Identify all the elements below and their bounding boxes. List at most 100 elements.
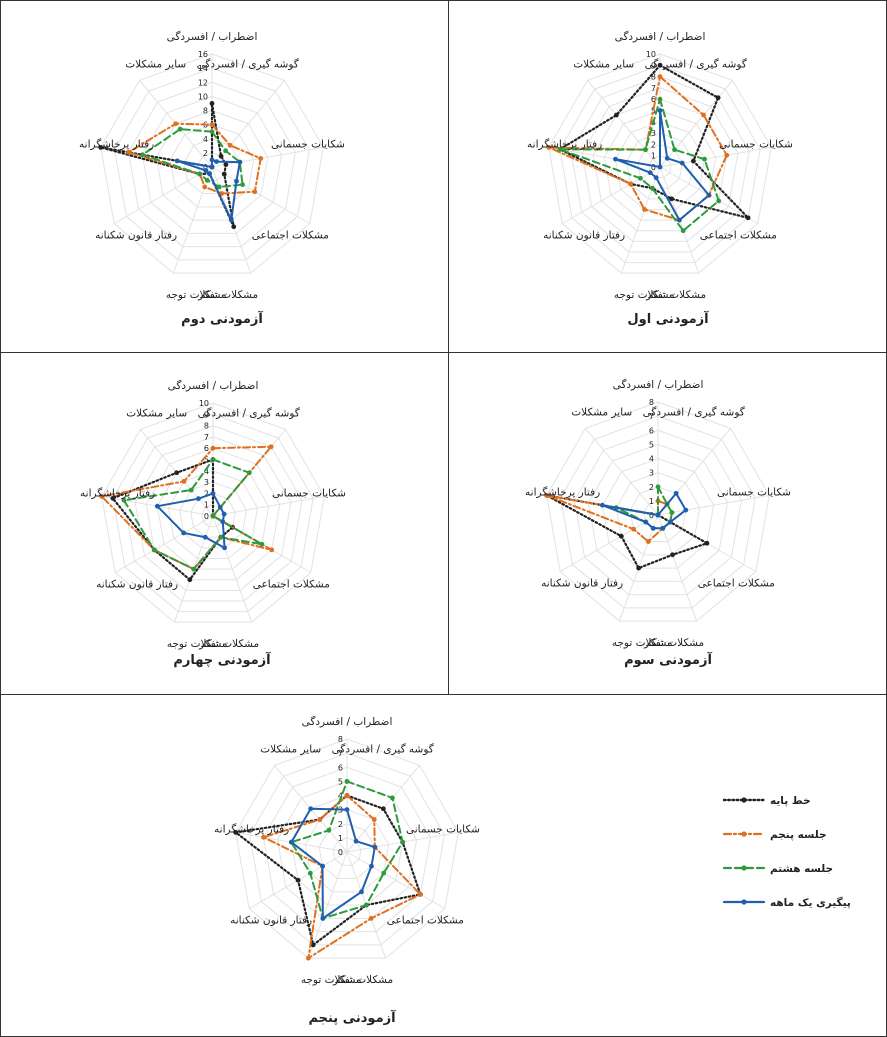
series-marker [369, 863, 374, 869]
series-marker [653, 175, 659, 181]
grid-ring [304, 809, 390, 893]
grid-ring [190, 492, 236, 538]
grid-spoke [211, 146, 324, 168]
grid-ring [167, 470, 259, 559]
series-marker [246, 470, 252, 476]
series-marker [209, 157, 215, 163]
radial-tick-label: 8 [651, 73, 656, 82]
series-marker [269, 547, 275, 553]
series-marker [706, 192, 712, 198]
series-line [122, 458, 263, 571]
grid-ring [101, 402, 325, 623]
axis-category-label: گوشه گیری / افسردگی [643, 406, 745, 419]
radial-tick-label: 4 [338, 792, 343, 801]
series-marker [655, 512, 661, 518]
radial-tick-label: 6 [651, 95, 656, 104]
radial-tick-label: 4 [649, 455, 654, 464]
axis-category-label: رفتار پرخاشگرانه [80, 487, 155, 500]
series-marker [645, 539, 651, 544]
radial-tick-label: 7 [204, 433, 209, 442]
series-marker [643, 147, 648, 153]
series-marker [197, 171, 203, 177]
grid-spoke [211, 166, 311, 224]
axis-category-label: مشکلات توجه [612, 637, 673, 649]
grid-ring [648, 155, 672, 179]
radial-tick-label: 5 [651, 107, 656, 116]
axis-category-label: رفتار قانون شکنانه [96, 579, 178, 591]
grid-ring [123, 425, 303, 602]
series-marker [221, 171, 227, 177]
series-marker [664, 155, 670, 161]
series-marker [359, 889, 364, 895]
series-marker [669, 196, 674, 202]
grid-ring [156, 458, 270, 570]
series-marker [546, 144, 552, 150]
grid-ring [155, 109, 269, 221]
series-marker [400, 839, 406, 845]
series-marker [647, 170, 653, 176]
series-marker [307, 870, 313, 876]
series-marker [655, 484, 661, 490]
axis-category-label: مشکلات تفکر [197, 289, 258, 301]
series-line [290, 807, 376, 920]
series-marker [650, 525, 656, 531]
axis-category-label: مشکلات توجه [167, 638, 228, 650]
series-marker [599, 502, 605, 508]
series-marker [704, 540, 710, 546]
grid-ring [615, 472, 701, 556]
series-marker [258, 156, 264, 161]
series-marker [191, 566, 197, 572]
series-marker [618, 533, 624, 539]
axis-category-label: اضطراب / افسردگی [613, 378, 704, 391]
grid-ring [183, 138, 241, 195]
radial-tick-label: 2 [651, 140, 656, 149]
panel-title: آزمودنی دوم [181, 310, 263, 327]
grid-spoke [559, 514, 659, 572]
series-marker [649, 185, 655, 191]
radial-tick-label: 8 [204, 422, 209, 431]
series-marker [174, 470, 180, 476]
axis-category-label: شکایات جسمانی [719, 139, 793, 151]
series-marker [613, 156, 618, 162]
series-marker [210, 513, 216, 519]
series-marker [381, 870, 387, 876]
axis-category-label: سایر مشکلات [573, 59, 634, 71]
series-marker [363, 902, 369, 908]
series-marker [234, 178, 239, 184]
axis-category-label: سایر مشکلات [126, 408, 187, 420]
series-marker [320, 915, 326, 921]
series-line [176, 158, 241, 222]
series-marker [203, 168, 209, 173]
series-marker [228, 217, 234, 223]
series-marker [288, 839, 294, 845]
series-marker [261, 834, 266, 840]
series-marker [326, 827, 332, 833]
panel-subject-3: 0 1 2 3 4 5 6 7 8 اضطراب / افسردگی گوشه گیری / افس… [525, 378, 791, 668]
series-marker [638, 175, 643, 181]
radial-tick-label: 1 [649, 497, 654, 506]
grid-ring [332, 837, 362, 866]
legend-marker [741, 865, 747, 871]
radial-tick-label: 2 [203, 149, 208, 158]
series-marker [701, 112, 706, 118]
series-marker [636, 565, 642, 571]
grid-spoke [307, 851, 348, 959]
series-marker [344, 793, 350, 798]
series-marker [154, 503, 160, 509]
series-marker [188, 487, 194, 493]
axis-category-label: رفتار پرخاشگرانه [79, 138, 154, 151]
series-marker [657, 108, 663, 113]
series-marker [221, 511, 227, 517]
grid-spoke [659, 146, 772, 168]
series-marker [676, 217, 682, 223]
radial-tick-label: 9 [204, 410, 209, 419]
legend-label: پیگیری یک ماهه [770, 896, 851, 909]
grid-spoke [346, 851, 446, 909]
axis-category-label: شکایات جسمانی [271, 139, 345, 151]
series-marker [344, 807, 350, 813]
grid-ring [235, 738, 459, 959]
axis-category-label: مشکلات تفکر [645, 289, 706, 301]
axis-category-label: سایر مشکلات [260, 744, 321, 756]
series-marker [231, 224, 237, 230]
